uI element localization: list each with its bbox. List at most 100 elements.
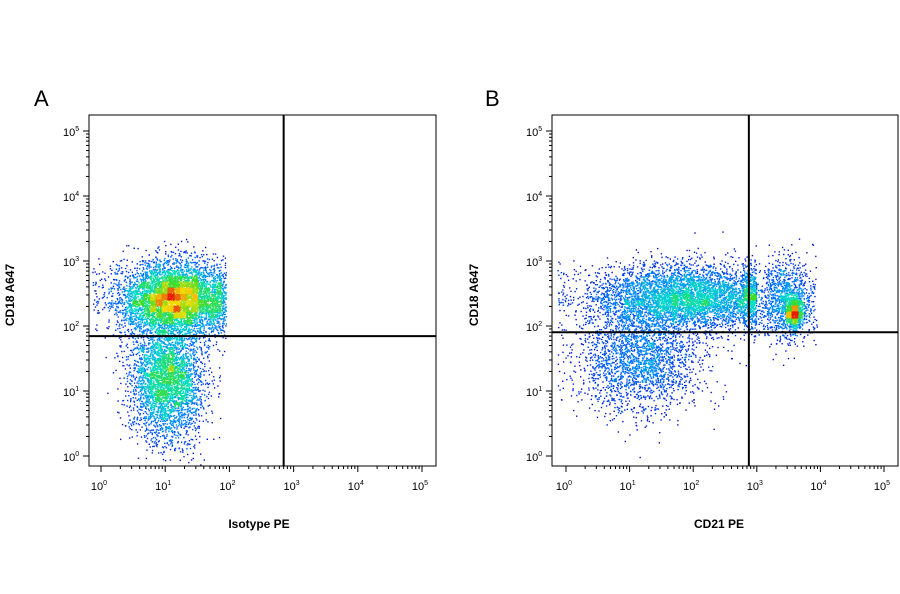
event-dot — [178, 387, 180, 389]
event-dot — [175, 400, 177, 402]
event-dot — [216, 311, 219, 313]
event-dot — [142, 329, 145, 331]
event-dot — [189, 378, 191, 380]
event-dot — [165, 404, 168, 407]
event-dot — [136, 406, 139, 408]
event-dot — [182, 346, 185, 349]
event-dot — [211, 289, 214, 291]
event-dot — [175, 410, 177, 412]
event-dot — [154, 277, 157, 279]
event-dot — [139, 318, 141, 320]
event-dot — [160, 359, 162, 362]
event-dot — [195, 389, 197, 391]
event-dot — [157, 269, 159, 271]
event-dot — [184, 370, 187, 373]
event-dot — [163, 271, 166, 273]
event-dot — [199, 372, 201, 374]
event-dot — [150, 392, 152, 395]
event-dot — [169, 339, 171, 341]
event-dot — [143, 386, 146, 388]
event-dot — [186, 384, 188, 386]
event-dot — [149, 367, 151, 370]
event-dot — [130, 312, 132, 315]
event-dot — [202, 312, 204, 314]
event-dot — [180, 403, 182, 406]
event-dot — [163, 324, 165, 326]
event-dot — [225, 274, 227, 277]
event-dot — [155, 347, 157, 349]
event-dot — [144, 374, 146, 377]
event-dot — [170, 420, 173, 423]
event-dot — [166, 433, 168, 436]
event-dot — [184, 412, 186, 414]
event-dot — [135, 385, 137, 387]
event-dot — [152, 289, 154, 292]
event-dot — [169, 347, 171, 349]
event-dot — [168, 353, 170, 355]
event-dot — [176, 271, 178, 273]
event-dot — [167, 327, 169, 330]
event-dot — [219, 275, 221, 278]
event-dot — [151, 281, 153, 283]
event-dot — [180, 336, 183, 338]
event-dot — [97, 300, 99, 303]
event-dot — [180, 322, 182, 324]
event-dot — [210, 271, 212, 274]
event-dot — [183, 396, 185, 398]
event-dot — [180, 366, 182, 368]
event-dot — [132, 321, 134, 324]
event-dot — [169, 351, 171, 353]
event-dot — [197, 378, 199, 380]
event-dot — [154, 278, 156, 280]
event-dot — [178, 357, 180, 360]
event-dot — [177, 326, 179, 328]
event-dot — [179, 325, 181, 327]
event-dot — [164, 429, 167, 431]
event-dot — [195, 325, 197, 327]
event-dot — [151, 382, 153, 385]
event-dot — [92, 282, 95, 284]
event-dot — [190, 438, 192, 441]
event-dot — [144, 370, 146, 372]
event-dot — [172, 394, 175, 396]
event-dot — [160, 452, 162, 454]
event-dot — [159, 413, 162, 415]
event-dot — [224, 319, 227, 321]
event-dot — [156, 359, 158, 361]
event-dot — [173, 344, 175, 346]
event-dot — [224, 309, 226, 311]
event-dot — [148, 424, 150, 426]
event-dot — [202, 283, 205, 285]
event-dot — [177, 440, 179, 443]
event-dot — [149, 388, 151, 391]
event-dot — [188, 345, 190, 347]
event-dot — [135, 290, 137, 293]
event-dot — [145, 396, 147, 398]
event-dot — [116, 305, 118, 308]
event-dot — [123, 309, 125, 312]
event-dot — [198, 321, 201, 323]
event-dot — [197, 286, 200, 289]
event-dot — [163, 412, 165, 414]
event-dot — [155, 280, 157, 283]
event-dot — [159, 340, 161, 342]
event-dot — [137, 280, 139, 283]
event-dot — [190, 354, 192, 356]
event-dot — [139, 314, 141, 316]
event-dot — [218, 296, 220, 298]
event-dot — [142, 274, 144, 276]
event-dot — [176, 336, 178, 338]
event-dot — [119, 331, 122, 334]
event-dot — [142, 351, 145, 353]
event-dot — [180, 332, 182, 334]
event-dot — [191, 349, 193, 351]
event-dot — [129, 292, 132, 295]
event-dot — [144, 419, 146, 422]
event-dot — [198, 295, 200, 297]
event-dot — [124, 293, 126, 296]
event-dot — [172, 328, 174, 330]
event-dot — [135, 347, 137, 350]
event-dot — [153, 283, 155, 286]
event-dot — [150, 283, 152, 285]
event-dot — [179, 451, 182, 453]
